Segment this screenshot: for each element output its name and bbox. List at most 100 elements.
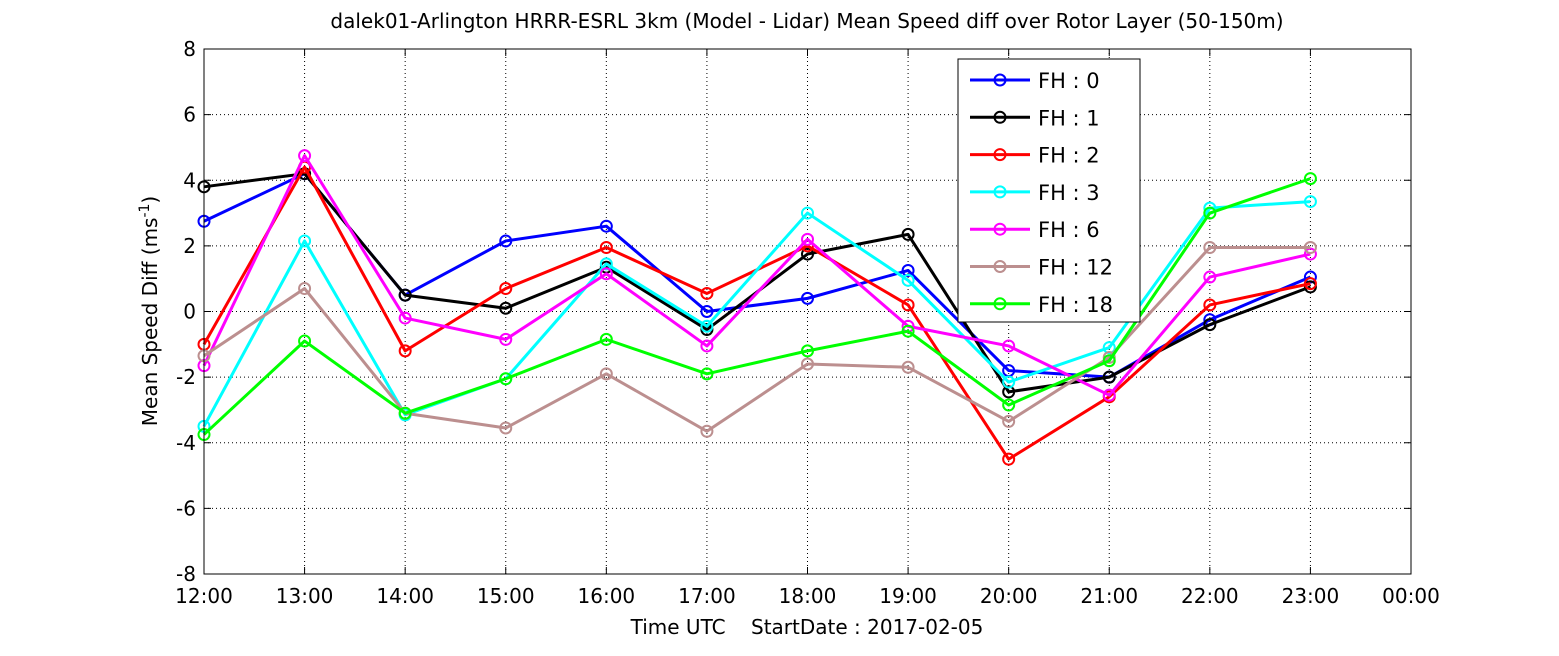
y-axis-label-close: ) (138, 196, 162, 204)
legend-label: FH : 6 (1038, 218, 1100, 242)
data-point (599, 241, 613, 255)
data-point (1102, 354, 1116, 368)
data-point (801, 357, 814, 371)
data-point (1002, 385, 1016, 399)
data-point (801, 247, 814, 261)
data-point (1303, 241, 1317, 255)
series-6 (197, 172, 1317, 442)
y-tick-label: 8 (183, 37, 196, 61)
data-point (1303, 172, 1317, 186)
legend-label: FH : 0 (1038, 69, 1100, 93)
data-point (1102, 388, 1116, 402)
data-point (901, 227, 915, 241)
data-point (599, 332, 613, 346)
plot-area (204, 49, 1411, 574)
data-point (1303, 195, 1317, 209)
legend-entry: FH : 2 (970, 144, 1100, 168)
series-line (202, 200, 1311, 428)
data-point (901, 360, 915, 374)
x-tick-label: 16:00 (578, 584, 636, 608)
legend-swatch-marker (993, 260, 1007, 273)
data-point (801, 206, 814, 220)
x-tick-label: 22:00 (1181, 584, 1239, 608)
legend-label: FH : 18 (1038, 293, 1113, 317)
legend-swatch-marker (993, 148, 1007, 162)
y-axis-label-unit-exponent: -1 (137, 204, 153, 218)
data-point (700, 367, 714, 381)
data-point (1002, 339, 1016, 353)
data-point (700, 286, 714, 300)
data-point (901, 324, 915, 338)
legend: FH : 0 FH : 1 FH : 2 FH : 3 FH : 6 FH : 12 FH … (957, 58, 1141, 323)
data-series (197, 149, 1317, 466)
data-point (1203, 318, 1217, 332)
data-point (1203, 206, 1217, 220)
chart-title: dalek01-Arlington HRRR-ESRL 3km (Model -… (330, 9, 1283, 33)
data-point (398, 406, 412, 420)
x-tick-label: 15:00 (477, 584, 535, 608)
y-tick-label: -4 (176, 431, 196, 455)
data-point (1203, 270, 1217, 284)
x-tick-label: 23:00 (1282, 584, 1340, 608)
data-point (298, 334, 312, 348)
data-point (599, 257, 613, 271)
x-tick-label: 20:00 (980, 584, 1038, 608)
data-point (1102, 370, 1116, 384)
y-tick-label: -6 (176, 496, 196, 520)
data-point (599, 219, 613, 233)
data-point (499, 234, 513, 248)
y-tick-label: 2 (183, 234, 196, 258)
y-tick-label: 4 (183, 168, 196, 192)
data-point (499, 332, 513, 346)
y-axis-label-main: Mean Speed Diff (ms (138, 218, 162, 427)
data-point (599, 267, 613, 281)
x-tick-label: 18:00 (779, 584, 837, 608)
data-point (901, 273, 915, 287)
data-point (700, 424, 714, 438)
data-point (499, 421, 513, 435)
data-point (700, 339, 714, 353)
legend-entry: FH : 0 (970, 69, 1100, 93)
y-tick-label: 6 (183, 103, 196, 127)
legend-label: FH : 1 (1038, 106, 1100, 130)
axis-ticks: 12:00 13:00 14:00 15:00 16:00 17:00 18:00 19:00… (175, 37, 1440, 608)
x-tick-label: 21:00 (1080, 584, 1138, 608)
data-point (1002, 398, 1016, 412)
data-point (298, 149, 312, 163)
data-point (499, 282, 513, 296)
data-point (499, 301, 513, 315)
y-tick-label: -8 (176, 562, 196, 586)
legend-label: FH : 3 (1038, 181, 1100, 205)
y-axis-label: Mean Speed Diff (ms-1) (137, 196, 162, 426)
x-tick-label: 17:00 (678, 584, 736, 608)
x-tick-label: 19:00 (879, 584, 937, 608)
legend-swatch-marker (993, 297, 1007, 311)
legend-entry: FH : 6 (970, 218, 1100, 242)
data-point (599, 367, 613, 381)
x-tick-label: 00:00 (1382, 584, 1440, 608)
data-point (1303, 270, 1317, 284)
data-point (1002, 414, 1016, 428)
data-point (700, 319, 714, 333)
legend-swatch-marker (993, 185, 1007, 199)
series-4 (197, 149, 1317, 402)
series-line (202, 177, 1311, 436)
x-tick-label: 13:00 (276, 584, 334, 608)
x-tick-label: 12:00 (175, 584, 233, 608)
legend-label: FH : 2 (1038, 144, 1100, 168)
y-tick-label: 0 (183, 300, 196, 324)
data-point (801, 232, 814, 246)
series-line (203, 246, 1311, 433)
data-point (398, 288, 412, 302)
data-point (398, 344, 412, 358)
data-point (298, 282, 312, 296)
data-point (1203, 298, 1217, 312)
data-point (901, 298, 915, 312)
legend-swatch-marker (993, 222, 1007, 236)
series-line (202, 154, 1311, 397)
data-point (901, 263, 915, 277)
legend-label: FH : 12 (1038, 256, 1113, 280)
y-tick-label: -2 (176, 365, 196, 389)
legend-entry: FH : 18 (970, 293, 1113, 317)
